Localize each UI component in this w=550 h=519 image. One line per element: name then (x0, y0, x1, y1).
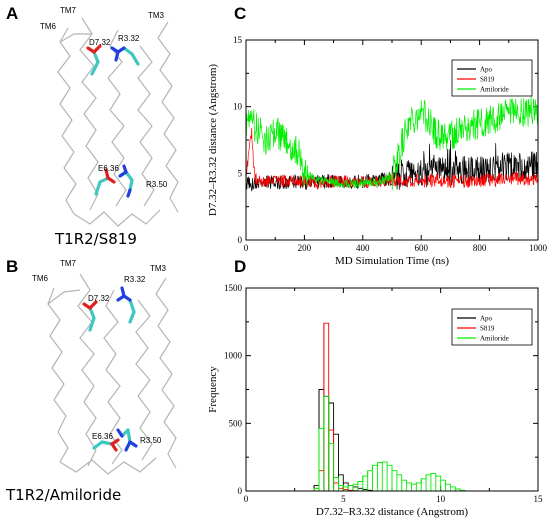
y-tick-label: 1500 (224, 283, 243, 293)
backbone-loop-a (59, 457, 157, 475)
legend-label-apo: Apo (480, 66, 493, 74)
residue-e6-36-sticks (92, 438, 120, 452)
residue-label-e6-36: E6.36 (92, 432, 113, 441)
helix-label-tm3: TM3 (150, 264, 167, 273)
backbone-tm7 (79, 17, 99, 211)
backbone-center-2 (137, 45, 155, 207)
legend-label-s819: S819 (480, 325, 495, 333)
legend-label-amiloride: Amiloride (480, 86, 509, 94)
panel-letter-a: A (6, 4, 18, 23)
panel-a-structure: A (6, 4, 179, 248)
helix-label-tm3: TM3 (148, 11, 165, 20)
legend-box (451, 308, 533, 346)
backbone-tm7 (77, 273, 97, 467)
legend-label-s819: S819 (480, 76, 495, 84)
x-tick-label: 200 (298, 243, 312, 253)
y-axis-title: Frequency (207, 366, 219, 413)
backbone-tm6 (57, 27, 77, 215)
series-line-amiloride (245, 94, 539, 191)
y-tick-label: 1000 (224, 351, 243, 361)
legend-box (451, 59, 533, 97)
helix-label-tm6: TM6 (32, 274, 49, 283)
residue-d7-32-sticks (82, 300, 98, 332)
legend-label-amiloride: Amiloride (480, 335, 509, 343)
x-axis-title: MD Simulation Time (ns) (335, 255, 449, 267)
residue-label-r3-50: R3.50 (146, 180, 168, 189)
panel-letter-c: C (234, 4, 246, 23)
complex-label-a: T1R2/S819 (54, 230, 137, 248)
histogram-outline-amiloride (313, 395, 466, 491)
panel-d-chart: D 0 5 10 15 0 500 1000 1500 D7.32–R3.32 distanc… (207, 257, 543, 518)
backbone-tm3 (155, 277, 177, 469)
residue-r3-50-sticks (116, 428, 138, 452)
x-tick-label: 400 (356, 243, 370, 253)
x-tick-label: 1000 (529, 243, 548, 253)
residue-e6-36-sticks (94, 168, 116, 196)
panel-c-chart: C 0 200 400 600 800 1000 0 5 10 15 MD Simulation … (207, 4, 548, 267)
x-tick-label: 10 (436, 494, 446, 504)
residue-r3-32-sticks (116, 286, 136, 324)
x-tick-label: 0 (244, 243, 249, 253)
helix-label-tm7: TM7 (60, 6, 77, 15)
backbone-center-1 (107, 29, 127, 207)
histogram-outline-s819 (313, 322, 359, 492)
x-tick-label: 15 (534, 494, 544, 504)
helix-backbone (57, 17, 179, 227)
y-tick-label: 0 (238, 235, 243, 245)
backbone-loop-b (59, 33, 92, 43)
backbone-tm6 (47, 287, 69, 463)
y-tick-label: 500 (229, 418, 243, 428)
tick-labels: 0 5 10 15 0 500 1000 1500 (224, 283, 543, 504)
helix-label-tm6: TM6 (40, 22, 57, 31)
panel-b-structure: B (5, 257, 177, 504)
backbone-tm3 (157, 21, 179, 213)
panel-letter-b: B (6, 257, 18, 276)
residue-r3-50-sticks (118, 164, 134, 198)
panel-letter-d: D (234, 257, 246, 276)
legend: Apo S819 Amiloride (451, 59, 533, 97)
backbone-loop-b (47, 289, 81, 305)
x-tick-label: 0 (244, 494, 249, 504)
residue-label-r3-32: R3.32 (124, 275, 146, 284)
series-lines (245, 94, 539, 192)
legend-label-apo: Apo (480, 315, 493, 323)
x-tick-label: 800 (473, 243, 487, 253)
residue-r3-32-sticks (110, 46, 140, 66)
x-axis-title: D7.32–R3.32 distance (Angstrom) (316, 506, 468, 518)
x-tick-label: 5 (341, 494, 346, 504)
plot-frame (245, 39, 539, 241)
x-tick-label: 600 (414, 243, 428, 253)
histogram-series (313, 322, 466, 492)
y-tick-label: 0 (238, 486, 243, 496)
residue-label-r3-32: R3.32 (118, 34, 140, 43)
residue-label-d7-32: D7.32 (89, 38, 111, 47)
backbone-loop-a (73, 209, 161, 227)
helix-backbone (47, 273, 177, 475)
y-tick-label: 15 (233, 35, 243, 45)
helix-label-tm7: TM7 (60, 259, 77, 268)
residue-label-d7-32: D7.32 (88, 294, 110, 303)
backbone-center-1 (103, 289, 123, 465)
backbone-center-2 (135, 299, 153, 461)
residue-label-r3-50: R3.50 (140, 436, 162, 445)
y-tick-label: 5 (238, 168, 243, 178)
residue-d7-32-sticks (86, 44, 102, 76)
plot-frame (245, 287, 539, 492)
y-tick-label: 10 (233, 102, 243, 112)
complex-label-b: T1R2/Amiloride (5, 486, 121, 504)
y-axis-title: D7.32–R3.32 distance (Angstrom) (207, 64, 219, 216)
legend: Apo S819 Amiloride (451, 308, 533, 346)
tick-labels: 0 200 400 600 800 1000 0 5 10 15 (233, 35, 548, 253)
residue-label-e6-36: E6.36 (98, 164, 119, 173)
